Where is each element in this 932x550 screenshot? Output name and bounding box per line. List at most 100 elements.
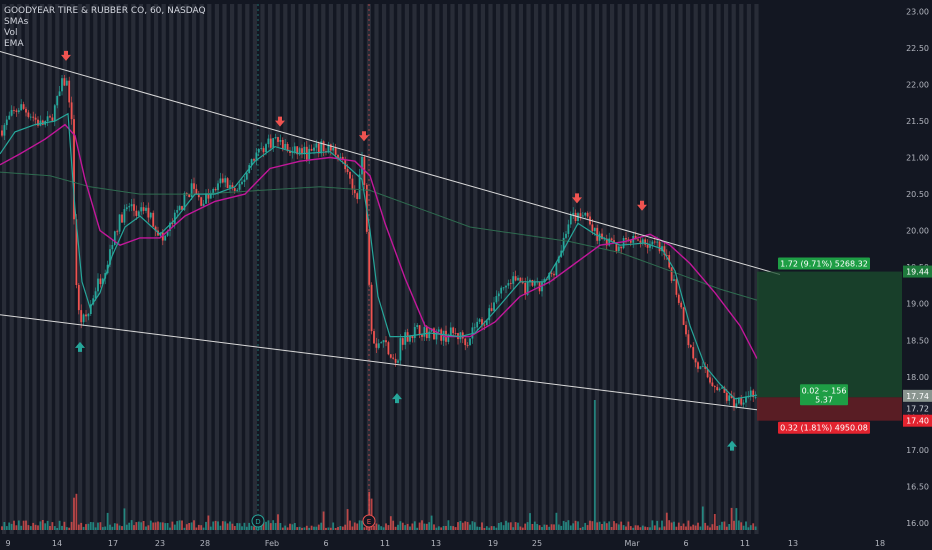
price-tick-label: 20.00	[906, 227, 929, 236]
volume-bar	[644, 526, 647, 530]
chart-legend: GOODYEAR TIRE & RUBBER CO, 60, NASDAQ SM…	[4, 6, 206, 50]
session-stripe	[450, 4, 455, 534]
session-stripe	[321, 4, 326, 534]
session-stripe	[24, 4, 29, 534]
candle-body	[502, 287, 505, 289]
volume-bar	[248, 522, 251, 530]
volume-bar	[353, 522, 356, 530]
symbol-title[interactable]: GOODYEAR TIRE & RUBBER CO, 60, NASDAQ	[4, 6, 206, 16]
volume-bar	[651, 520, 654, 530]
candle-body	[375, 343, 378, 348]
candle-body	[737, 397, 740, 404]
volume-bar	[610, 527, 613, 530]
session-stripe	[594, 4, 599, 534]
candle-body	[27, 112, 30, 117]
session-stripe	[78, 4, 83, 534]
candle-body	[320, 141, 323, 154]
volume-bar	[145, 526, 147, 530]
earnings-icon[interactable]	[362, 514, 376, 528]
candle-body	[399, 338, 402, 361]
long-position-tool[interactable]: 1.72 (9.71%) 5268.32 0.32 (1.81%) 4950.08…	[757, 257, 902, 434]
profit-zone[interactable]	[757, 271, 902, 398]
candle-body	[505, 285, 507, 288]
session-stripe	[693, 4, 698, 534]
candle-body	[644, 239, 647, 245]
volume-bar	[394, 526, 397, 530]
volume-bar	[529, 513, 531, 530]
candle-body	[709, 377, 711, 383]
session-stripe	[252, 4, 257, 534]
candle-body	[37, 119, 39, 126]
candle-body	[541, 282, 543, 292]
lower-trendline[interactable]	[0, 314, 758, 411]
session-stripe	[701, 4, 706, 534]
candle-body	[512, 276, 515, 284]
volume-bar	[411, 523, 414, 530]
volume-bar	[461, 522, 464, 530]
volume-bar	[185, 524, 188, 530]
candle-body	[469, 338, 471, 346]
price-axis[interactable]: 16.0016.5017.0017.5018.0018.5019.0019.50…	[902, 0, 932, 550]
session-stripe	[2, 4, 7, 534]
down-arrow-icon	[359, 131, 369, 142]
indicator-vol[interactable]: Vol	[4, 28, 18, 38]
session-stripe	[17, 4, 22, 534]
dividend-icon[interactable]	[251, 514, 265, 528]
candle-body	[207, 194, 210, 199]
session-stripe	[389, 4, 394, 534]
volume-bar	[341, 526, 344, 530]
trendlines	[0, 51, 781, 411]
volume-bar	[29, 526, 32, 530]
volume-bar	[613, 521, 615, 530]
candle-body	[161, 232, 164, 241]
volume-bar	[236, 523, 239, 530]
candle-body	[485, 320, 488, 326]
current-price-bg	[903, 402, 932, 415]
session-stripe	[237, 4, 242, 534]
indicator-smas[interactable]: SMAs	[4, 17, 29, 27]
volume-bar	[320, 522, 323, 530]
volume-bar	[118, 525, 121, 530]
candle-body	[548, 272, 551, 280]
candle-body	[565, 233, 567, 238]
profit-label-bg	[778, 257, 870, 270]
candle-body	[663, 246, 666, 255]
candle-body	[82, 314, 85, 323]
candle-body	[368, 231, 371, 285]
volume-bar	[517, 522, 519, 530]
candle-body	[620, 246, 623, 249]
loss-zone[interactable]	[757, 397, 902, 421]
candle-body	[735, 403, 738, 407]
signal-markers	[61, 50, 737, 451]
volume-bar	[195, 527, 198, 530]
session-stripe	[503, 4, 508, 534]
indicator-ema[interactable]: EMA	[4, 39, 24, 49]
candle-body	[349, 172, 351, 179]
candle-body	[447, 336, 450, 342]
volume-bar	[579, 527, 582, 530]
volume-bar	[305, 525, 308, 530]
candle-body	[605, 238, 608, 246]
session-stripe	[374, 4, 379, 534]
volume-bar	[231, 523, 234, 530]
volume-bar	[404, 525, 407, 530]
session-stripe	[397, 4, 402, 534]
volume-bar	[471, 521, 474, 530]
session-stripe	[572, 4, 577, 534]
candle-body	[670, 267, 673, 281]
candle-body	[404, 332, 407, 345]
volume-bar	[711, 524, 714, 530]
candle-body	[53, 105, 56, 121]
volume-bar	[178, 520, 181, 530]
candle-body	[63, 78, 66, 86]
loss-label: 0.32 (1.81%) 4950.08	[780, 424, 868, 433]
candle-body	[339, 156, 342, 159]
volume-bar	[620, 521, 623, 530]
candle-body	[493, 302, 495, 311]
upper-trendline[interactable]	[0, 51, 781, 275]
volume-bar	[317, 524, 320, 530]
candle-body	[118, 214, 121, 232]
candle-body	[238, 184, 241, 190]
time-axis[interactable]: 9 14 17 23 28 Feb 6 11 13 19 25 Mar 6 11 13 18	[0, 536, 902, 550]
